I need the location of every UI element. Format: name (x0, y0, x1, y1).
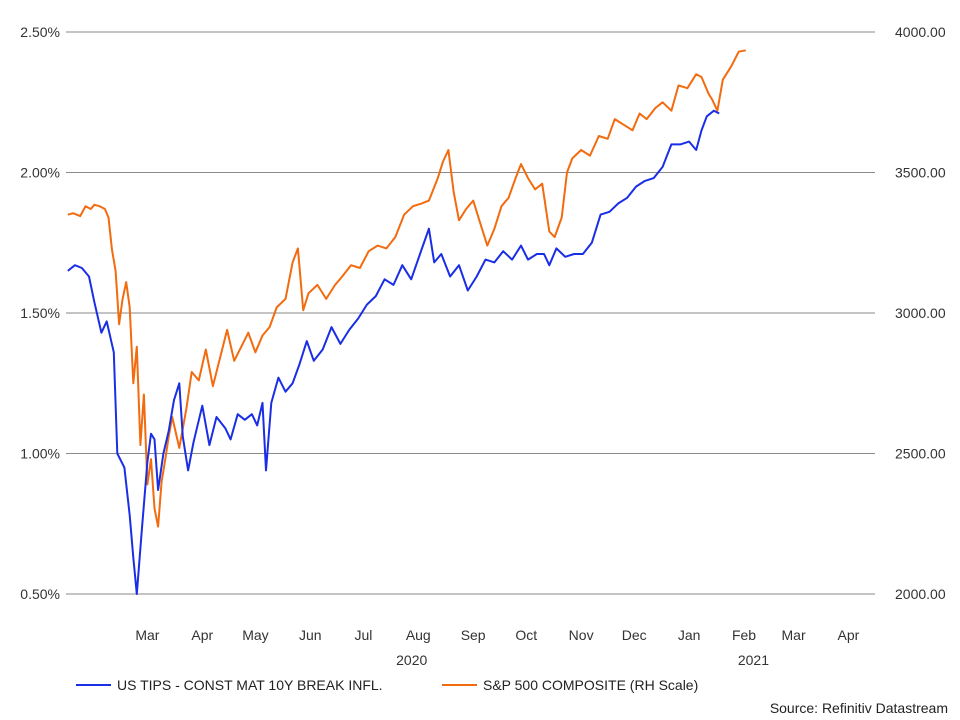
left-tick-label: 2.00% (20, 165, 60, 181)
month-tick-label: Jun (299, 627, 322, 643)
x-axis-year-labels: 2020 2021 (396, 652, 769, 668)
series-lines (67, 49, 746, 595)
month-tick-label: Dec (622, 627, 647, 643)
month-tick-label: Sep (461, 627, 486, 643)
left-tick-label: 0.50% (20, 586, 60, 602)
right-axis-tick-labels: 4000.00 3500.00 3000.00 2500.00 2000.00 (895, 24, 946, 602)
right-tick-label: 2000.00 (895, 586, 946, 602)
legend-label-sp500: S&P 500 COMPOSITE (RH Scale) (483, 677, 698, 693)
year-tick-label: 2020 (396, 652, 427, 668)
series-line-sp500 (67, 49, 746, 528)
left-tick-label: 1.50% (20, 305, 60, 321)
source-note: Source: Refinitiv Datastream (770, 700, 948, 716)
x-axis-month-labels: Mar Apr May Jun Jul Aug Sep Oct Nov Dec Jan Feb Mar A… (135, 627, 859, 643)
month-tick-label: Nov (569, 627, 594, 643)
left-tick-label: 1.00% (20, 446, 60, 462)
month-tick-label: Oct (515, 627, 537, 643)
gridlines (66, 31, 875, 595)
month-tick-label: Apr (838, 627, 860, 643)
month-tick-label: Jan (678, 627, 701, 643)
month-tick-label: May (242, 627, 268, 643)
month-tick-label: Mar (782, 627, 806, 643)
month-tick-label: Apr (191, 627, 213, 643)
series-line-tips (67, 109, 720, 595)
left-tick-label: 2.50% (20, 24, 60, 40)
month-tick-label: Jul (354, 627, 372, 643)
month-tick-label: Mar (135, 627, 159, 643)
right-tick-label: 2500.00 (895, 446, 946, 462)
year-tick-label: 2021 (738, 652, 769, 668)
right-tick-label: 3500.00 (895, 165, 946, 181)
legend: US TIPS - CONST MAT 10Y BREAK INFL. S&P … (76, 677, 698, 693)
right-tick-label: 3000.00 (895, 305, 946, 321)
legend-label-tips: US TIPS - CONST MAT 10Y BREAK INFL. (117, 677, 383, 693)
month-tick-label: Feb (732, 627, 756, 643)
right-tick-label: 4000.00 (895, 24, 946, 40)
month-tick-label: Aug (406, 627, 431, 643)
left-axis-tick-labels: 2.50% 2.00% 1.50% 1.00% 0.50% (20, 24, 60, 602)
